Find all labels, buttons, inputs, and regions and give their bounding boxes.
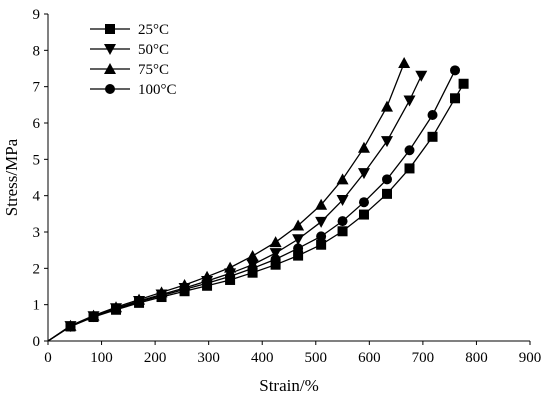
x-tick-label: 600 (358, 350, 381, 366)
y-tick-label: 1 (33, 298, 41, 314)
data-point (134, 296, 145, 307)
x-tick-label: 300 (197, 350, 220, 366)
x-tick-label: 900 (519, 350, 542, 366)
data-point (270, 254, 281, 265)
series-0 (47, 78, 469, 342)
data-point (458, 78, 469, 89)
legend-marker (104, 44, 116, 55)
data-point (201, 270, 214, 282)
data-point (270, 259, 281, 270)
series-2 (47, 57, 411, 342)
legend-label: 25°C (138, 22, 169, 38)
data-point (316, 231, 327, 242)
data-point (337, 226, 348, 237)
data-point (225, 271, 236, 282)
legend-label: 50°C (138, 42, 169, 58)
x-tick-label: 200 (144, 350, 167, 366)
data-point (179, 284, 190, 295)
data-point (337, 216, 348, 227)
legend-entry: 100°C (90, 82, 177, 98)
data-point (156, 290, 167, 301)
data-point (403, 95, 416, 107)
axes: 0 100 200 300 400 500 600 700 800 900 0 1 2 3 4 5 6 7 8 9 (33, 7, 542, 366)
data-point (336, 195, 349, 207)
data-point (336, 173, 349, 185)
y-tick-label: 0 (33, 334, 41, 350)
data-point (398, 57, 411, 69)
legend-marker (105, 84, 115, 94)
y-axis-label: Stress/MPa (2, 138, 21, 216)
data-point (247, 263, 258, 274)
data-point (316, 239, 327, 250)
legend-label: 75°C (138, 62, 169, 78)
x-tick-label: 0 (44, 350, 52, 366)
data-point (415, 70, 428, 82)
series-line (47, 62, 405, 342)
data-point (315, 198, 328, 210)
data-point (293, 250, 304, 261)
data-point (315, 216, 328, 228)
data-point (404, 163, 415, 174)
x-tick-label: 100 (90, 350, 113, 366)
data-point (450, 93, 461, 104)
x-tick-label: 400 (251, 350, 274, 366)
y-tick-label: 7 (33, 80, 41, 96)
y-tick-label: 4 (33, 189, 41, 205)
x-tick-label: 500 (305, 350, 328, 366)
data-point (381, 136, 394, 148)
legend-entry: 25°C (90, 22, 169, 38)
data-point (382, 174, 393, 185)
y-tick-label: 2 (33, 261, 41, 277)
x-tick-label: 700 (412, 350, 435, 366)
data-point (357, 168, 370, 180)
data-point (357, 141, 370, 153)
data-point (224, 261, 237, 273)
data-point (292, 234, 305, 246)
data-point (427, 131, 438, 142)
series-layer (47, 57, 469, 342)
legend-marker (105, 24, 115, 34)
legend-marker (104, 63, 116, 74)
legend-entry: 50°C (90, 42, 169, 58)
data-point (88, 311, 99, 322)
data-point (382, 188, 393, 199)
series-3 (47, 65, 461, 342)
data-point (293, 243, 304, 254)
data-point (450, 65, 461, 76)
data-point (404, 145, 415, 156)
data-point (292, 219, 305, 231)
data-point (427, 110, 438, 121)
data-point (111, 304, 122, 315)
data-point (381, 100, 394, 112)
legend-label: 100°C (138, 82, 177, 98)
legend: 25°C 50°C 75°C 100°C (90, 22, 177, 98)
data-point (358, 209, 369, 220)
data-point (65, 321, 76, 332)
data-point (269, 236, 282, 248)
series-line (47, 83, 465, 342)
y-tick-label: 6 (33, 116, 41, 132)
data-point (246, 249, 259, 261)
series-1 (47, 70, 428, 342)
y-tick-label: 3 (33, 225, 41, 241)
series-line (47, 70, 456, 342)
x-tick-label: 800 (465, 350, 488, 366)
x-axis-label: Strain/% (259, 376, 319, 395)
y-tick-label: 8 (33, 43, 41, 59)
y-tick-label: 5 (33, 152, 41, 168)
legend-entry: 75°C (90, 62, 169, 78)
series-line (47, 75, 422, 342)
data-point (358, 197, 369, 208)
data-point (269, 248, 282, 260)
y-tick-label: 9 (33, 7, 41, 23)
data-point (202, 278, 213, 289)
